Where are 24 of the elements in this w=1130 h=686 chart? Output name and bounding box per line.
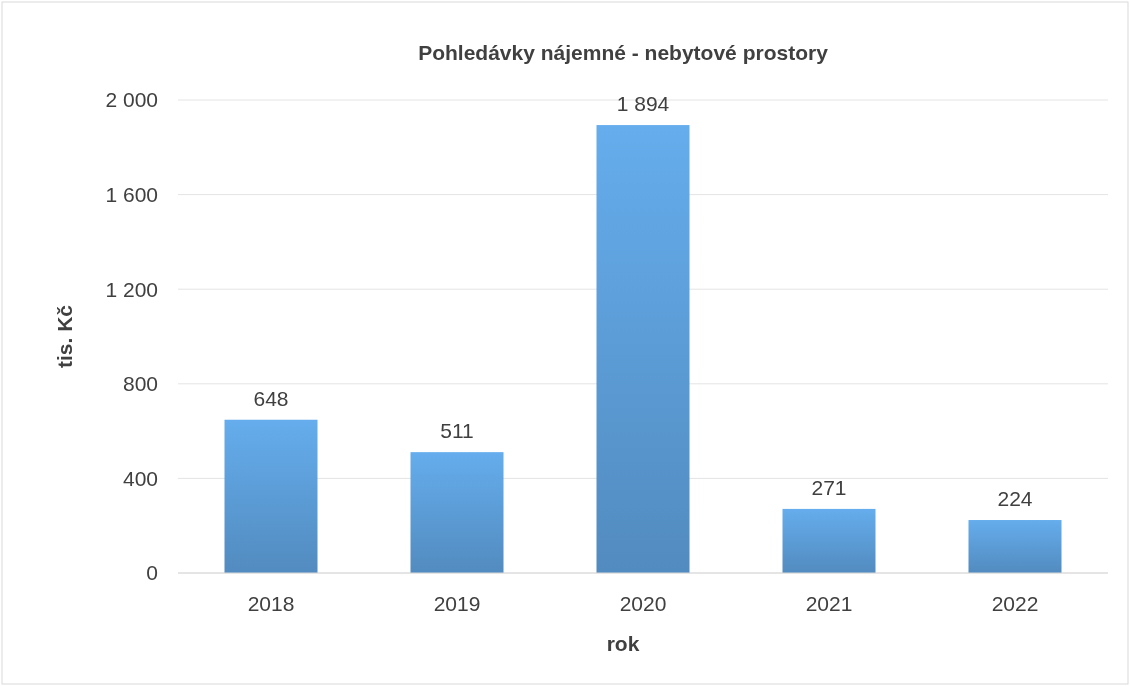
data-label: 224 — [997, 487, 1033, 511]
y-tick-label: 400 — [122, 466, 158, 490]
x-tick-label: 2018 — [247, 592, 295, 615]
x-tick-label: 2021 — [805, 592, 853, 615]
y-axis-title: tis. Kč — [53, 304, 76, 369]
x-axis-title: rok — [606, 632, 640, 655]
bar — [410, 452, 504, 573]
y-tick-label: 2 000 — [105, 88, 158, 112]
bar — [596, 125, 690, 573]
y-tick-label: 800 — [122, 372, 158, 396]
bar — [224, 419, 318, 573]
y-tick-label: 0 — [146, 561, 158, 585]
data-label: 1 894 — [616, 92, 670, 116]
data-label: 271 — [811, 475, 847, 499]
data-label: 511 — [440, 419, 474, 443]
bar — [782, 508, 876, 573]
x-tick-label: 2022 — [991, 592, 1039, 615]
x-tick-label: 2020 — [619, 592, 667, 615]
y-tick-label: 1 600 — [105, 182, 158, 206]
chart-title: Pohledávky nájemné - nebytové prostory — [418, 41, 829, 64]
data-label: 648 — [253, 386, 289, 410]
y-tick-label: 1 200 — [105, 277, 158, 301]
x-tick-label: 2019 — [433, 592, 481, 615]
bar — [968, 520, 1062, 573]
